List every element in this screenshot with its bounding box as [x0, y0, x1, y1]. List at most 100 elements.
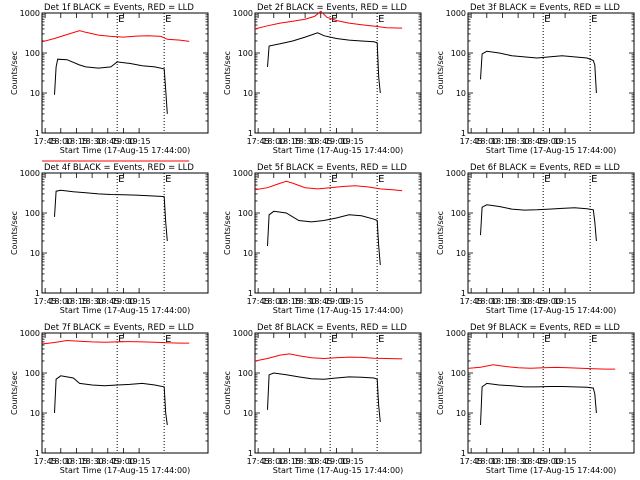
x-tick-label: 18:15	[278, 297, 301, 306]
x-tick-label: 19:15	[341, 137, 364, 146]
x-tick-label: 18:30	[81, 297, 104, 306]
y-tick-label: 100	[238, 49, 253, 58]
y-tick-label: 10	[243, 409, 253, 418]
lld-series-line	[41, 339, 190, 345]
x-axis-label: Start Time (17-Aug-15 17:44:00)	[273, 146, 404, 155]
chart-panel-4: Det 4f BLACK = Events, RED = LLD 1 10 100 10…	[10, 160, 209, 315]
x-tick-label: 18:00	[475, 137, 498, 146]
y-axis-label: Counts/sec	[10, 371, 19, 415]
x-axis-label: Start Time (17-Aug-15 17:44:00)	[273, 306, 404, 315]
event-marker-label: E	[378, 14, 384, 25]
x-tick-label: 19:15	[554, 297, 577, 306]
y-tick-label: 1	[461, 449, 466, 458]
y-tick-label: 10	[456, 89, 466, 98]
x-tick-label: 19:15	[341, 457, 364, 466]
y-tick-label: 1	[248, 129, 253, 138]
x-tick-label: 18:00	[475, 297, 498, 306]
event-marker-label: E	[165, 174, 171, 185]
y-tick-label: 1	[248, 449, 253, 458]
y-axis-label: Counts/sec	[436, 371, 445, 415]
x-axis-label: Start Time (17-Aug-15 17:44:00)	[486, 306, 617, 315]
y-tick-label: 100	[25, 369, 40, 378]
x-tick-label: 18:30	[507, 457, 530, 466]
x-tick-label: 19:15	[128, 457, 151, 466]
y-tick-label: 1000	[446, 9, 466, 18]
y-tick-label: 10	[243, 89, 253, 98]
x-tick-label: 18:45	[96, 457, 119, 466]
event-marker-label: E	[378, 174, 384, 185]
chart-panel-8: Det 8f BLACK = Events, RED = LLD 1 10 100 10…	[223, 323, 422, 475]
plot-frame	[41, 12, 209, 134]
plot-frame	[254, 12, 422, 134]
x-axis-label: Start Time (17-Aug-15 17:44:00)	[486, 146, 617, 155]
y-tick-label: 100	[25, 209, 40, 218]
y-tick-label: 1000	[20, 9, 40, 18]
x-tick-label: 19:15	[128, 137, 151, 146]
y-tick-label: 100	[25, 49, 40, 58]
x-tick-label: 18:45	[309, 137, 332, 146]
x-tick-label: 19:00	[325, 297, 348, 306]
y-tick-label: 10	[30, 249, 40, 258]
event-marker-label: E	[591, 174, 597, 185]
x-tick-label: 18:00	[262, 457, 285, 466]
event-marker-label: E	[378, 334, 384, 345]
y-tick-label: 1000	[233, 9, 253, 18]
x-axis-label: Start Time (17-Aug-15 17:44:00)	[60, 466, 191, 475]
y-tick-label: 10	[243, 249, 253, 258]
y-tick-label: 100	[238, 369, 253, 378]
y-tick-label: 100	[451, 369, 466, 378]
x-tick-label: 18:00	[49, 457, 72, 466]
chart-title: Det 1f BLACK = Events, RED = LLD	[44, 3, 194, 13]
x-tick-label: 18:45	[309, 297, 332, 306]
x-tick-label: 18:00	[49, 137, 72, 146]
y-tick-label: 1000	[20, 329, 40, 338]
chart-title: Det 3f BLACK = Events, RED = LLD	[470, 3, 620, 13]
y-tick-label: 100	[451, 209, 466, 218]
events-series-line	[267, 372, 381, 422]
plot-frame	[254, 332, 422, 454]
x-tick-label: 19:00	[325, 457, 348, 466]
y-axis-label: Counts/sec	[223, 51, 232, 95]
lld-series-line	[254, 180, 403, 192]
x-tick-label: 18:00	[475, 457, 498, 466]
event-marker-label: E	[118, 334, 124, 345]
x-tick-label: 19:15	[554, 137, 577, 146]
y-tick-label: 1000	[446, 169, 466, 178]
x-tick-label: 18:30	[294, 137, 317, 146]
x-tick-label: 17:45	[34, 297, 57, 306]
event-marker-label: E	[331, 334, 337, 345]
x-tick-label: 19:00	[112, 297, 135, 306]
events-series-line	[54, 189, 168, 242]
event-marker-label: E	[118, 14, 124, 25]
events-series-line	[54, 58, 168, 114]
x-tick-label: 17:45	[247, 137, 270, 146]
x-tick-label: 17:45	[460, 457, 483, 466]
x-tick-label: 18:15	[278, 137, 301, 146]
event-marker-label: E	[544, 334, 550, 345]
x-tick-label: 17:45	[34, 457, 57, 466]
y-tick-label: 1000	[233, 329, 253, 338]
chart-title: Det 7f BLACK = Events, RED = LLD	[44, 323, 194, 333]
y-tick-label: 1	[461, 129, 466, 138]
x-tick-label: 18:00	[49, 297, 72, 306]
chart-title: Det 8f BLACK = Events, RED = LLD	[257, 323, 407, 333]
x-tick-label: 19:00	[325, 137, 348, 146]
events-series-line	[267, 210, 381, 266]
lld-series-line	[467, 364, 616, 370]
x-tick-label: 18:15	[491, 297, 514, 306]
plot-frame	[467, 332, 635, 454]
chart-title: Det 4f BLACK = Events, RED = LLD	[44, 163, 194, 173]
x-tick-label: 18:15	[491, 137, 514, 146]
x-tick-label: 18:45	[522, 457, 545, 466]
x-tick-label: 18:30	[294, 457, 317, 466]
y-tick-label: 1	[35, 289, 40, 298]
x-tick-label: 19:15	[554, 457, 577, 466]
x-tick-label: 18:15	[65, 137, 88, 146]
chart-title: Det 6f BLACK = Events, RED = LLD	[470, 163, 620, 173]
x-tick-label: 18:30	[294, 297, 317, 306]
chart-panel-6: Det 6f BLACK = Events, RED = LLD 1 10 100 10…	[436, 163, 635, 315]
x-tick-label: 19:00	[538, 297, 561, 306]
x-tick-label: 19:00	[538, 137, 561, 146]
y-tick-label: 1	[461, 289, 466, 298]
x-tick-label: 18:30	[507, 297, 530, 306]
